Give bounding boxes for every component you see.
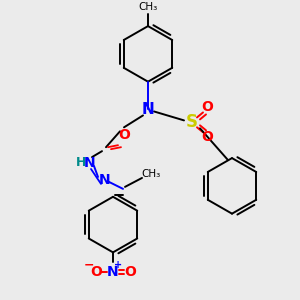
Text: N: N <box>142 102 154 117</box>
Text: O: O <box>201 130 213 144</box>
Text: N: N <box>99 173 111 187</box>
Text: N: N <box>107 265 119 279</box>
Text: −: − <box>84 259 94 272</box>
Text: H: H <box>76 156 86 169</box>
Text: CH₃: CH₃ <box>138 2 158 12</box>
Text: S: S <box>186 113 198 131</box>
Text: CH₃: CH₃ <box>141 169 160 179</box>
Text: O: O <box>90 265 102 279</box>
Text: N: N <box>84 156 96 170</box>
Text: O: O <box>118 128 130 142</box>
Text: O: O <box>124 265 136 279</box>
Text: O: O <box>201 100 213 115</box>
Text: +: + <box>114 260 122 270</box>
